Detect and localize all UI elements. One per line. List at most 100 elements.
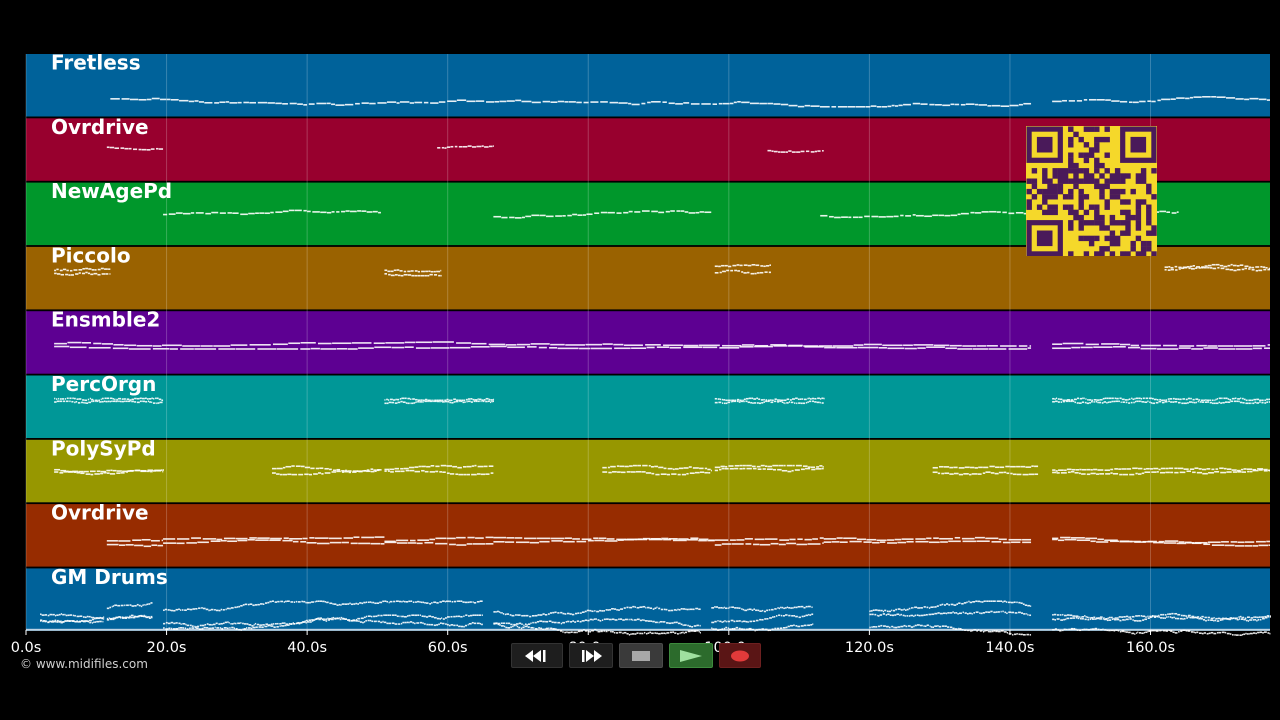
note: [143, 603, 145, 606]
note: [129, 98, 139, 101]
note: [742, 608, 745, 611]
note: [1140, 397, 1143, 400]
note: [730, 539, 736, 541]
note: [740, 628, 744, 630]
note: [440, 464, 447, 467]
note: [884, 609, 887, 612]
note: [974, 212, 982, 214]
note: [607, 609, 609, 611]
note: [282, 103, 288, 105]
note: [858, 216, 863, 219]
note: [214, 626, 216, 629]
fast-forward-button[interactable]: [569, 643, 613, 668]
note: [364, 621, 366, 623]
note: [357, 210, 361, 212]
note: [291, 473, 298, 476]
note: [1145, 631, 1148, 634]
note: [925, 613, 928, 616]
rewind-icon: [525, 649, 546, 662]
note: [1136, 400, 1139, 403]
note: [914, 624, 917, 627]
note: [678, 467, 684, 470]
note: [1217, 617, 1221, 620]
note: [695, 607, 699, 610]
note: [1000, 345, 1017, 347]
qr-code-icon[interactable]: [1026, 126, 1157, 257]
note: [1186, 470, 1192, 473]
note: [928, 607, 931, 609]
note: [285, 623, 289, 625]
note: [121, 98, 130, 100]
note: [118, 400, 120, 403]
note: [719, 468, 722, 471]
note: [747, 608, 749, 611]
note: [1078, 616, 1080, 618]
note: [742, 467, 746, 470]
note: [1184, 266, 1188, 269]
note: [534, 614, 538, 617]
note: [322, 618, 324, 621]
note: [688, 625, 692, 628]
note: [727, 620, 731, 623]
note: [752, 402, 754, 404]
note: [690, 103, 700, 105]
note: [1258, 544, 1269, 547]
note: [175, 212, 183, 214]
note: [910, 614, 914, 617]
note: [1060, 472, 1067, 474]
note: [94, 269, 97, 271]
note: [497, 623, 500, 626]
note: [139, 397, 142, 400]
note: [40, 619, 43, 622]
note: [1136, 632, 1138, 634]
note: [446, 146, 451, 148]
note: [630, 471, 636, 473]
note: [690, 630, 694, 632]
note: [1016, 465, 1021, 468]
note: [513, 624, 515, 627]
note: [458, 625, 461, 628]
record-button[interactable]: [719, 643, 761, 668]
note: [347, 603, 350, 605]
note: [52, 620, 54, 622]
note: [414, 470, 420, 473]
note: [430, 270, 434, 273]
note: [1149, 401, 1151, 404]
note: [1106, 619, 1109, 622]
stop-button[interactable]: [619, 643, 663, 668]
note: [976, 630, 978, 632]
note: [973, 612, 976, 614]
note: [1207, 541, 1221, 544]
play-button[interactable]: [669, 643, 713, 668]
note: [467, 398, 471, 400]
rewind-button[interactable]: [511, 643, 563, 668]
note: [42, 620, 45, 622]
note: [711, 621, 715, 624]
note: [106, 607, 110, 610]
note: [1025, 466, 1032, 468]
note: [787, 625, 790, 628]
note: [328, 537, 342, 540]
note: [995, 600, 997, 602]
note: [1122, 473, 1129, 476]
note: [447, 100, 457, 103]
note: [441, 399, 444, 402]
note: [757, 468, 762, 470]
note: [151, 401, 153, 404]
note: [262, 624, 265, 626]
note: [906, 608, 909, 611]
note: [663, 608, 666, 611]
note: [71, 620, 75, 622]
note: [645, 606, 647, 609]
note: [106, 146, 110, 149]
note: [444, 400, 448, 403]
note: [1223, 265, 1228, 268]
note: [331, 103, 336, 106]
note: [712, 103, 718, 105]
note: [723, 399, 726, 401]
note: [407, 270, 411, 273]
note: [616, 609, 618, 611]
note: [593, 618, 595, 620]
note: [1174, 400, 1178, 403]
note: [251, 625, 254, 627]
